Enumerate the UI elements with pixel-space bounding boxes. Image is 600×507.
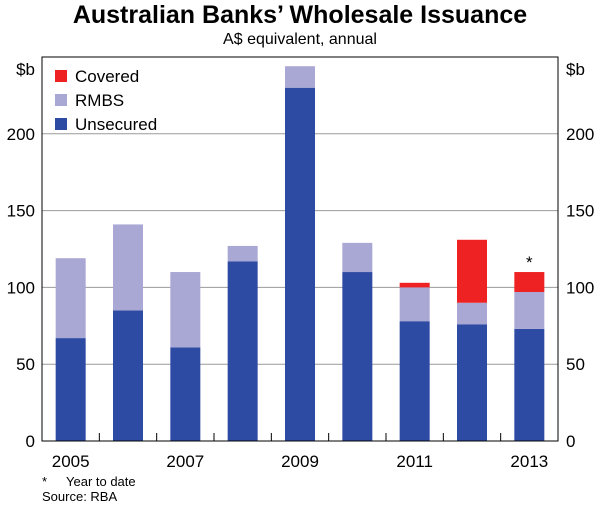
y-tick-label-right: 50: [566, 355, 585, 374]
bar-annotation: *: [526, 253, 533, 272]
footnote-star: *: [42, 474, 48, 489]
bar-unsecured-2010: [342, 272, 373, 441]
legend-swatch-rmbs: [55, 94, 67, 106]
bar-unsecured-2007: [170, 347, 201, 441]
bar-rmbs-2005: [55, 258, 86, 339]
bar-unsecured-2009: [285, 87, 315, 441]
x-tick-label: 2005: [52, 452, 90, 471]
bar-covered-2012: [457, 239, 487, 303]
bar-covered-2011: [399, 282, 430, 288]
bar-unsecured-2012: [457, 324, 487, 441]
legend-label-covered: Covered: [75, 67, 139, 86]
bar-rmbs-2007: [170, 272, 201, 348]
bar-unsecured-2008: [227, 261, 258, 441]
y-tick-label-right: 200: [566, 125, 594, 144]
source-note: Source: RBA: [42, 489, 118, 504]
legend-swatch-unsecured: [55, 118, 67, 130]
y-tick-label-left: 100: [7, 278, 35, 297]
x-tick-label: 2007: [166, 452, 204, 471]
x-tick-label: 2011: [396, 452, 433, 471]
y-tick-label-left: 50: [16, 355, 35, 374]
y-axis-unit-left: $b: [16, 60, 35, 79]
bar-rmbs-2006: [113, 224, 143, 311]
bar-unsecured-2006: [113, 310, 143, 441]
legend-label-rmbs: RMBS: [75, 91, 124, 110]
y-tick-label-right: 0: [566, 432, 575, 451]
legend-label-unsecured: Unsecured: [75, 115, 157, 134]
bar-covered-2013: [514, 272, 545, 293]
x-tick-label: 2009: [281, 452, 319, 471]
bar-rmbs-2011: [399, 287, 430, 322]
plot-frame: [41, 56, 559, 442]
bar-rmbs-2013: [514, 292, 545, 329]
chart-title: Australian Banks’ Wholesale Issuance: [72, 1, 528, 29]
x-tick-label: 2013: [510, 452, 548, 471]
y-tick-label-left: 0: [26, 432, 35, 451]
bar-unsecured-2005: [55, 338, 86, 441]
footnote: * Year to date: [42, 474, 136, 490]
legend-swatch-covered: [55, 70, 67, 82]
y-tick-label-left: 150: [7, 202, 35, 221]
y-tick-label-right: 150: [566, 202, 594, 221]
bar-rmbs-2008: [227, 245, 258, 262]
bar-rmbs-2009: [285, 66, 315, 88]
bar-unsecured-2013: [514, 328, 545, 441]
y-tick-label-left: 200: [7, 125, 35, 144]
chart-subtitle: A$ equivalent, annual: [223, 31, 377, 48]
y-tick-label-right: 100: [566, 278, 594, 297]
bar-rmbs-2010: [342, 242, 373, 273]
y-axis-unit-right: $b: [566, 60, 585, 79]
bar-rmbs-2012: [457, 302, 487, 325]
footnote-text: Year to date: [66, 474, 136, 489]
bar-unsecured-2011: [399, 321, 430, 441]
